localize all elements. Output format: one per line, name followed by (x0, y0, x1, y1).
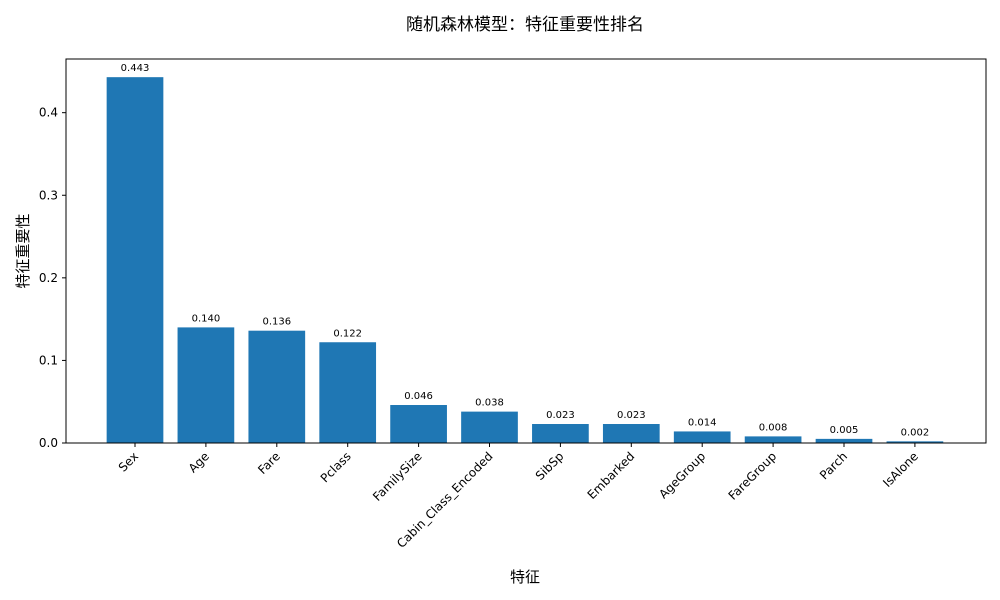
x-tick-label-fare: Fare (255, 449, 283, 477)
data-labels-layer: 0.443 0.140 0.136 0.122 0.046 0.038 0.023 0.023… (121, 63, 930, 438)
bar-fare (248, 330, 306, 443)
bar-parch (815, 438, 873, 443)
y-tick-label: 0.1 (39, 353, 58, 367)
x-tick-label-sibsp: SibSp (533, 449, 567, 483)
data-label-fare: 0.136 (262, 317, 291, 328)
bar-familysize (390, 405, 447, 443)
x-tick-label-parch: Parch (817, 449, 850, 482)
data-label-age: 0.140 (192, 313, 221, 324)
x-tick-label-age: Age (186, 449, 212, 475)
y-tick-label: 0.2 (39, 271, 58, 285)
data-label-sibsp: 0.023 (546, 410, 575, 421)
plot-area-frame (65, 58, 987, 444)
bar-agegroup (673, 431, 731, 443)
x-tick-label-faregroup: FareGroup (726, 449, 780, 503)
y-axis-title: 特征重要性 (14, 213, 32, 288)
data-label-sex: 0.443 (121, 63, 150, 74)
y-tick-label: 0.3 (39, 188, 58, 202)
data-label-parch: 0.005 (830, 425, 859, 436)
y-tick-label: 0.0 (39, 436, 58, 450)
data-label-agegroup: 0.014 (688, 417, 717, 428)
y-tick-label: 0.4 (39, 106, 58, 120)
bar-isalone (886, 441, 944, 443)
x-tick-label-familysize: FamilySize (370, 449, 425, 504)
bar-pclass (319, 342, 377, 443)
bar-age (177, 327, 235, 443)
bars-layer (106, 77, 944, 444)
x-tick-label-sex: Sex (116, 449, 141, 474)
bar-faregroup (744, 436, 802, 443)
data-label-pclass: 0.122 (333, 328, 362, 339)
bar-cabin_class_encoded (461, 411, 518, 443)
bar-sex (106, 77, 164, 444)
data-label-cabin_class_encoded: 0.038 (475, 398, 504, 409)
data-label-isalone: 0.002 (901, 427, 930, 438)
x-tick-label-embarked: Embarked (585, 449, 638, 502)
bar-sibsp (532, 424, 589, 443)
data-label-faregroup: 0.008 (759, 422, 788, 433)
x-tick-label-agegroup: AgeGroup (656, 449, 708, 501)
x-tick-label-pclass: Pclass (318, 449, 354, 485)
chart-title: 随机森林模型：特征重要性排名 (406, 15, 644, 35)
data-label-embarked: 0.023 (617, 410, 646, 421)
x-axis-title: 特征 (510, 568, 540, 586)
y-axis: 0.0 0.1 0.2 0.3 0.4 (39, 106, 66, 450)
data-label-familysize: 0.046 (404, 391, 433, 402)
bar-embarked (602, 424, 660, 443)
x-axis: Sex Age Fare Pclass FamilySizeCabin_Class_En… (116, 443, 921, 551)
x-tick-label-isalone: IsAlone (880, 449, 921, 490)
